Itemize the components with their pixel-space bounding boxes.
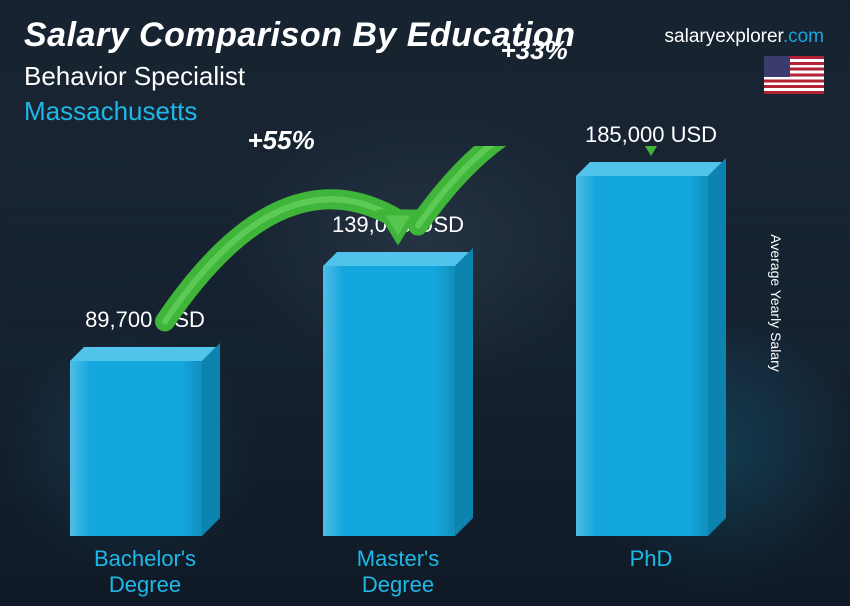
arrow-icon xyxy=(40,146,800,536)
page-location: Massachusetts xyxy=(24,96,826,127)
bar-chart: 89,700 USDBachelor's Degree139,000 USDMa… xyxy=(40,146,800,536)
page-subtitle: Behavior Specialist xyxy=(24,61,826,92)
header: Salary Comparison By Education Behavior … xyxy=(24,16,826,127)
y-axis-label: Average Yearly Salary xyxy=(767,234,783,372)
bar-category-label: Bachelor's Degree xyxy=(70,546,220,599)
increase-arrow: +33% xyxy=(40,146,800,536)
bar-category-label: Master's Degree xyxy=(323,546,473,599)
bar-category-label: PhD xyxy=(576,546,726,572)
page-title: Salary Comparison By Education xyxy=(24,16,826,55)
